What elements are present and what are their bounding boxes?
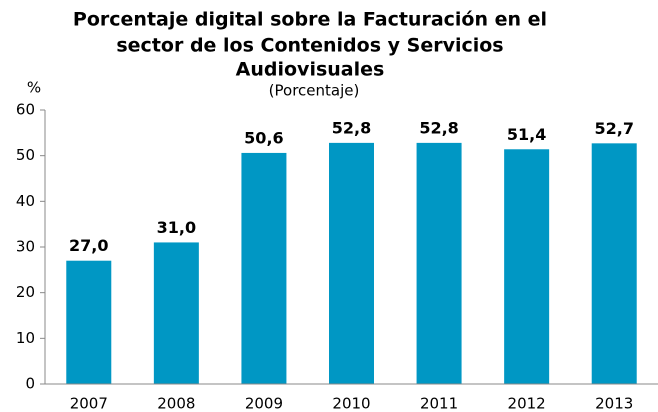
chart-subtitle: (Porcentaje) (269, 82, 360, 100)
bar (241, 152, 287, 384)
value-label: 52,8 (332, 118, 371, 137)
value-label: 52,7 (594, 119, 633, 138)
x-tick-label: 2007 (70, 395, 108, 412)
y-tick-label: 50 (16, 146, 35, 164)
bar (416, 142, 462, 384)
y-axis-label: % (27, 79, 41, 97)
y-tick-label: 0 (25, 375, 35, 393)
value-label: 50,6 (244, 128, 283, 147)
x-tick-label: 2011 (420, 395, 458, 412)
bar (66, 260, 112, 384)
x-tick-label: 2012 (508, 395, 546, 412)
value-label: 27,0 (69, 236, 108, 255)
chart-title: Audiovisuales (236, 59, 385, 81)
bar (591, 143, 637, 384)
bar (153, 242, 199, 384)
value-label: 51,4 (507, 125, 546, 144)
x-tick-label: 2013 (595, 395, 633, 412)
y-tick-label: 40 (16, 192, 35, 210)
y-tick-label: 20 (16, 283, 35, 301)
chart-title: sector de los Contenidos y Servicios (116, 35, 503, 57)
x-tick-label: 2010 (332, 395, 370, 412)
y-tick-label: 30 (16, 238, 35, 256)
bar (329, 142, 374, 384)
chart-title: Porcentaje digital sobre la Facturación … (73, 9, 547, 31)
value-label: 52,8 (419, 118, 458, 137)
x-tick-label: 2009 (245, 395, 283, 412)
y-tick-label: 10 (16, 329, 35, 347)
y-tick-label: 60 (16, 101, 35, 119)
value-label: 31,0 (157, 218, 196, 237)
bar (504, 149, 550, 384)
x-tick-label: 2008 (157, 395, 195, 412)
